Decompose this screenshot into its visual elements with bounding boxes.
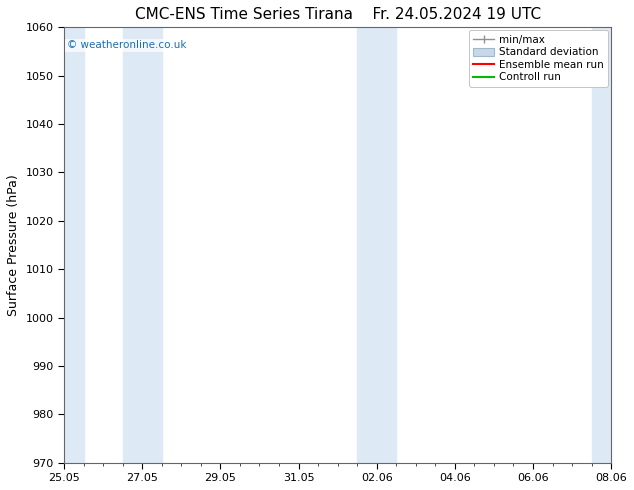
Bar: [592, 27, 611, 463]
Bar: [122, 27, 162, 463]
Bar: [64, 27, 84, 463]
Bar: [357, 27, 396, 463]
Title: CMC-ENS Time Series Tirana    Fr. 24.05.2024 19 UTC: CMC-ENS Time Series Tirana Fr. 24.05.202…: [134, 7, 541, 22]
Legend: min/max, Standard deviation, Ensemble mean run, Controll run: min/max, Standard deviation, Ensemble me…: [469, 30, 608, 87]
Y-axis label: Surface Pressure (hPa): Surface Pressure (hPa): [7, 174, 20, 316]
Text: © weatheronline.co.uk: © weatheronline.co.uk: [67, 40, 186, 50]
